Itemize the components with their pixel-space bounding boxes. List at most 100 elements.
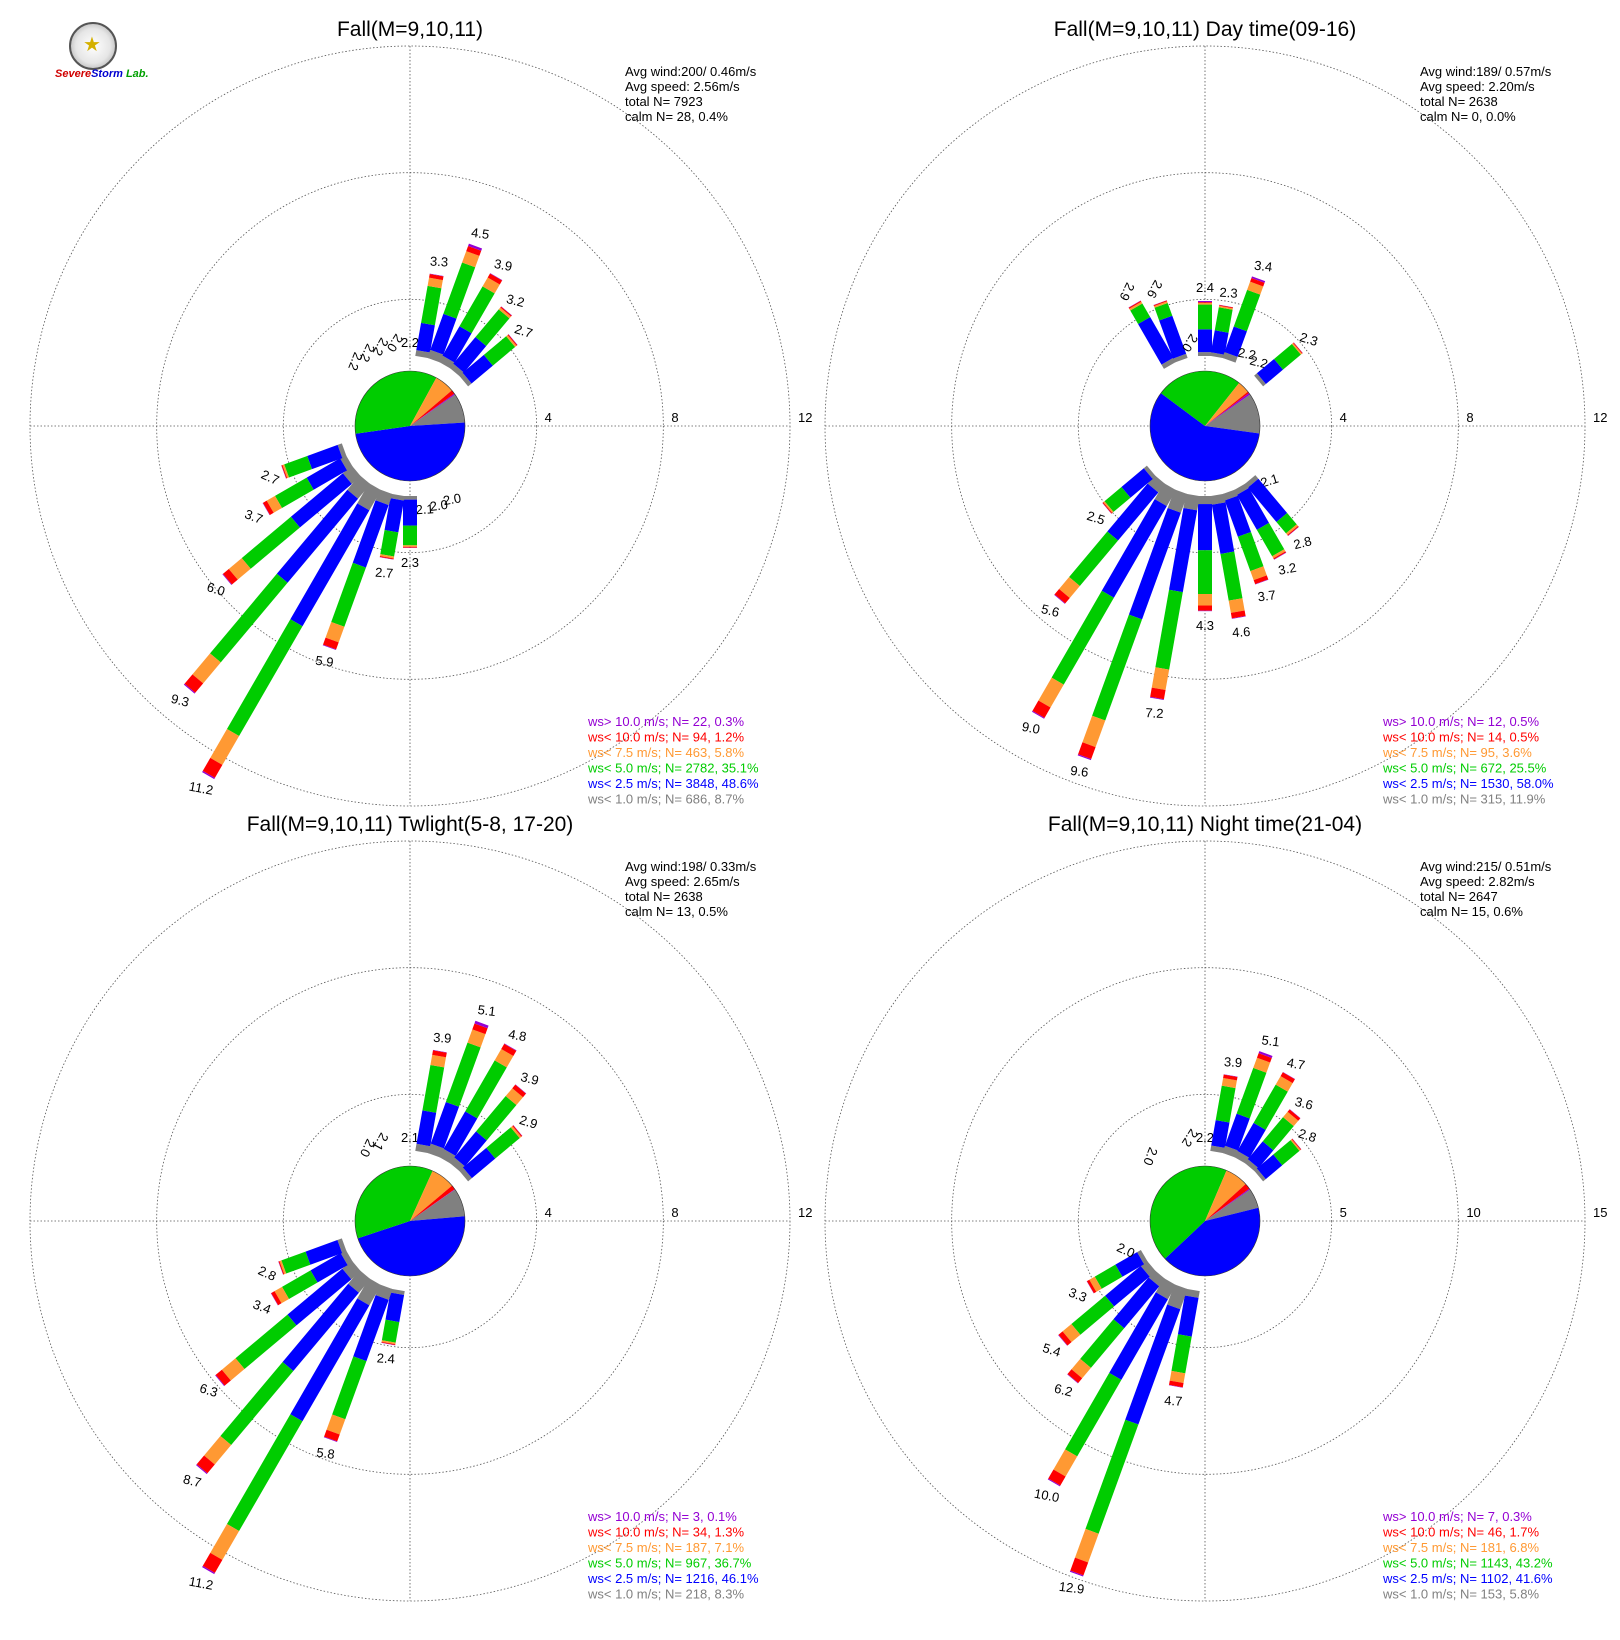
direction-bar [1069,1284,1188,1577]
bar-segment-lt1 [390,493,405,501]
bar-segment-lt5 [1198,304,1212,330]
stats-line: calm N= 13, 0.5% [625,904,728,919]
bar-segment-gt10 [1273,552,1287,560]
bar-segment-gt10 [432,1049,447,1053]
bar-segment-lt75 [1218,305,1233,310]
bar-value-label: 2.3 [1298,329,1320,349]
center-pie-slice-lt5 [1149,1165,1227,1259]
direction-bar [1047,1278,1177,1487]
bar-segment-lt10 [1293,342,1303,354]
bar-segment-lt25 [310,1252,348,1283]
legend-entry: ws< 10.0 m/s; N= 46, 1.7% [1382,1525,1540,1540]
center-pie-slice-gt10 [410,393,456,426]
bar-segment-lt25 [1169,507,1198,593]
bar-segment-lt25 [306,458,348,490]
bar-value-label: 2.0 [429,497,449,514]
ring-tick-label: 8 [1466,410,1473,425]
bar-segment-gt10 [262,502,270,516]
bar-segment-lt25 [443,1111,478,1156]
bar-segment-lt10 [1150,687,1166,700]
bar-segment-lt10 [1280,1072,1295,1084]
bar-value-label: 3.9 [493,256,514,274]
bar-value-label: 12.9 [1058,1579,1085,1597]
stats-line: Avg speed: 2.65m/s [625,874,740,889]
windrose-panel: Fall(M=9,10,11) Night time(21-04) 5 10 15 2.… [824,813,1607,1602]
bar-segment-gt10 [323,1436,338,1443]
bar-segment-lt75 [1247,281,1264,295]
bar-segment-lt25 [1211,1120,1230,1148]
bar-value-label: 5.1 [1261,1032,1281,1049]
bar-segment-lt10 [1067,1369,1083,1383]
bar-segment-lt1 [1222,1145,1239,1158]
direction-bar [1031,483,1177,719]
bar-segment-lt5 [226,1414,303,1532]
bar-segment-lt1 [1183,493,1200,511]
legend-entry: ws< 1.0 m/s; N= 686, 8.7% [587,792,745,807]
bar-segment-lt10 [215,1369,231,1386]
legend-entry: ws< 7.5 m/s; N= 187, 7.1% [587,1540,745,1555]
ring-tick-label: 8 [671,1205,678,1220]
bar-segment-lt75 [1151,667,1170,691]
ring-tick-label: 12 [1593,410,1607,425]
bar-segment-lt10 [379,556,394,560]
direction-bar [1254,1138,1302,1182]
bar-segment-lt75 [192,653,221,684]
bar-segment-lt25 [305,1239,343,1265]
bar-segment-gt10 [1282,1071,1296,1080]
legend-entry: ws> 10.0 m/s; N= 22, 0.3% [587,714,745,729]
bar-value-label: 3.2 [1277,560,1298,578]
bar-segment-gt10 [1069,1570,1084,1577]
bar-segment-lt75 [266,495,283,513]
bar-segment-lt1 [1154,483,1177,507]
bar-value-label: 5.9 [315,653,335,670]
bar-segment-lt5 [1092,614,1143,721]
bar-segment-lt25 [385,1292,405,1323]
bar-segment-lt25 [430,313,457,355]
grid-ring [1077,298,1333,554]
bar-segment-lt5 [1256,522,1285,557]
bar-value-label: 7.2 [1145,705,1164,721]
bar-segment-lt75 [1253,1057,1271,1073]
bar-segment-lt1 [403,496,417,500]
bar-segment-lt5 [1220,551,1243,601]
bar-segment-lt25 [1113,1277,1160,1329]
stats-line: total N= 7923 [625,94,703,109]
bar-segment-lt1 [1161,357,1177,369]
legend-entry: ws< 2.5 m/s; N= 3848, 48.6% [587,776,759,791]
stats-line: total N= 2647 [1420,889,1498,904]
bar-segment-lt10 [202,757,223,778]
bar-segment-lt1 [449,363,464,377]
bar-value-label: 2.0 [1115,1240,1138,1261]
ring-tick-label: 4 [1340,410,1347,425]
direction-bar [1244,475,1299,536]
center-pie-slice-lt25 [1164,1207,1261,1277]
bar-segment-lt25 [1211,502,1235,554]
stats-line: Avg speed: 2.56m/s [625,79,740,94]
direction-bar [381,1288,405,1346]
center-pie-outline [354,370,466,482]
bar-segment-lt75 [221,1358,245,1381]
bar-value-label: 2.3 [401,555,419,570]
bar-segment-lt25 [1105,1265,1150,1307]
direction-bar [427,1020,489,1158]
center-pie-slice-lt75 [410,377,452,426]
bar-segment-lt5 [220,1361,294,1446]
bar-value-label: 6.3 [198,1380,220,1400]
bar-segment-lt25 [290,473,352,528]
center-pie-slice-lt5 [1160,371,1240,426]
bar-value-label: 5.4 [1041,1340,1063,1360]
bar-segment-lt1 [1222,489,1238,501]
legend-entry: ws< 2.5 m/s; N= 1530, 58.0% [1382,776,1554,791]
bar-segment-lt75 [204,1436,232,1465]
direction-bar [1168,1288,1200,1388]
bar-segment-gt10 [381,1342,396,1346]
bar-segment-lt10 [1230,610,1246,619]
bar-segment-lt75 [279,1260,287,1275]
bar-segment-lt10 [1253,575,1269,585]
bar-segment-lt75 [1221,1077,1237,1089]
bar-segment-lt75 [1283,1111,1299,1127]
bar-segment-lt10 [1032,700,1051,718]
center-pie-outline [1149,370,1261,482]
bar-segment-lt5 [235,1314,297,1369]
center-pie-slice-lt1 [1205,394,1260,434]
